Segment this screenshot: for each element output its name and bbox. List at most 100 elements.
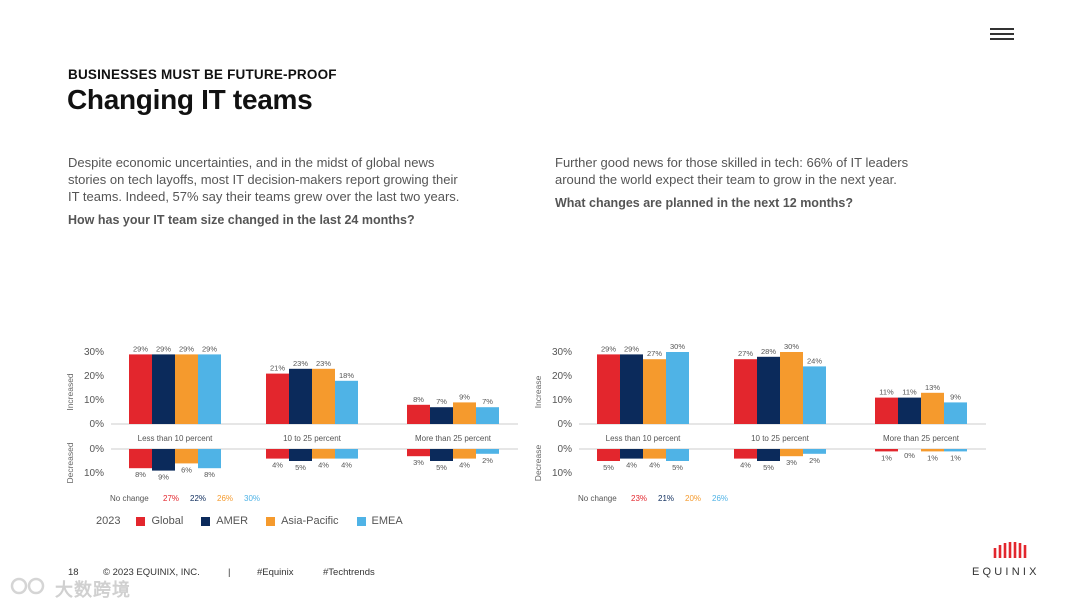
y-tick-down: 10% [84, 468, 104, 479]
y-axis-label-up: Increase [533, 375, 543, 408]
bar-increase-less-than-10-percent-asia-pacific [643, 359, 666, 424]
bar-decrease-10-to-25-percent-asia-pacific [780, 449, 803, 457]
data-label-increase: 7% [436, 397, 447, 406]
bar-decrease-10-to-25-percent-emea [335, 449, 358, 459]
y-axis-label-down: Decrease [533, 445, 543, 482]
data-label-decrease: 1% [950, 453, 961, 462]
bar-increase-more-than-25-percent-amer [898, 397, 921, 424]
bar-increase-10-to-25-percent-emea [803, 366, 826, 424]
data-label-decrease: 4% [272, 461, 283, 470]
bar-increase-more-than-25-percent-emea [944, 402, 967, 424]
data-label-decrease: 3% [413, 458, 424, 467]
bar-decrease-10-to-25-percent-emea [803, 449, 826, 454]
footer-hashtag-equinix[interactable]: #Equinix [257, 567, 294, 578]
data-label-increase: 23% [316, 359, 331, 368]
legend-year: 2023 [96, 515, 121, 527]
data-label-increase: 23% [293, 359, 308, 368]
data-label-increase: 29% [179, 344, 194, 353]
legend-swatch-global [136, 516, 146, 526]
right-body-line-2: around the world expect their team to gr… [555, 172, 897, 187]
bar-increase-10-to-25-percent-global [734, 359, 757, 424]
data-label-increase: 29% [156, 344, 171, 353]
no-change-value: 23% [631, 494, 647, 503]
bar-increase-less-than-10-percent-global [129, 354, 152, 424]
bar-decrease-10-to-25-percent-amer [289, 449, 312, 461]
bar-increase-10-to-25-percent-amer [757, 356, 780, 424]
footer-page-number: 18 [68, 567, 79, 578]
left-body-line-3: IT teams. Indeed, 57% say their teams gr… [68, 189, 460, 204]
y-tick-up: 20% [552, 371, 572, 382]
no-change-label: No change [110, 494, 149, 503]
data-label-increase: 30% [784, 342, 799, 351]
data-label-decrease: 5% [436, 463, 447, 472]
no-change-value: 20% [685, 494, 701, 503]
watermark-logo-icon [10, 577, 45, 595]
y-tick-up: 30% [552, 347, 572, 358]
bar-increase-less-than-10-percent-emea [198, 354, 221, 424]
data-label-increase: 27% [647, 349, 662, 358]
y-tick-up: 0% [90, 419, 105, 430]
menu-icon[interactable] [990, 28, 1014, 42]
bar-increase-less-than-10-percent-amer [152, 354, 175, 424]
right-body-line-1: Further good news for those skilled in t… [555, 155, 909, 170]
y-tick-up: 0% [558, 419, 573, 430]
bar-increase-less-than-10-percent-global [597, 354, 620, 424]
bar-decrease-10-to-25-percent-global [266, 449, 289, 459]
bar-decrease-more-than-25-percent-emea [476, 449, 499, 454]
equinix-logo-text: EQUINIX [972, 566, 1040, 578]
data-label-increase: 29% [601, 344, 616, 353]
data-label-increase: 29% [202, 344, 217, 353]
bar-decrease-less-than-10-percent-asia-pacific [175, 449, 198, 464]
footer-copyright: © 2023 EQUINIX, INC. [103, 567, 200, 578]
data-label-increase: 9% [459, 392, 470, 401]
bar-decrease-10-to-25-percent-global [734, 449, 757, 459]
data-label-decrease: 8% [135, 470, 146, 479]
category-label: Less than 10 percent [138, 434, 213, 443]
no-change-value: 26% [217, 494, 233, 503]
data-label-increase: 18% [339, 371, 354, 380]
data-label-increase: 24% [807, 356, 822, 365]
data-label-increase: 29% [624, 344, 639, 353]
equinix-logo-icon [993, 542, 1027, 558]
category-label: More than 25 percent [415, 434, 492, 443]
bar-increase-more-than-25-percent-asia-pacific [453, 402, 476, 424]
data-label-increase: 21% [270, 364, 285, 373]
data-label-increase: 11% [879, 388, 894, 397]
no-change-value: 21% [658, 494, 674, 503]
data-label-increase: 28% [761, 347, 776, 356]
no-change-value: 26% [712, 494, 728, 503]
data-label-decrease: 4% [318, 461, 329, 470]
y-axis-label-up: Increased [65, 373, 75, 411]
legend-swatch-apac [266, 516, 276, 526]
data-label-decrease: 4% [626, 461, 637, 470]
footer-hashtag-techtrends[interactable]: #Techtrends [323, 567, 375, 578]
data-label-decrease: 9% [158, 473, 169, 482]
y-tick-up: 10% [552, 395, 572, 406]
legend-swatch-emea [356, 516, 366, 526]
bar-decrease-more-than-25-percent-global [407, 449, 430, 457]
left-body-line-2: stories on tech layoffs, most IT decisio… [68, 172, 458, 187]
bar-increase-10-to-25-percent-amer [289, 368, 312, 424]
bar-increase-more-than-25-percent-global [407, 404, 430, 424]
y-axis-label-down: Decreased [65, 442, 75, 483]
data-label-increase: 8% [413, 395, 424, 404]
bar-increase-10-to-25-percent-asia-pacific [780, 352, 803, 424]
right-team-change-chart: 30% 20% 10% 0% 0% 10% Increase Decrease 29% 29% 27… [533, 342, 986, 503]
y-tick-down: 0% [558, 444, 573, 455]
left-question: How has your IT team size changed in the… [68, 213, 415, 227]
bar-increase-more-than-25-percent-asia-pacific [921, 392, 944, 424]
data-label-decrease: 5% [763, 463, 774, 472]
bar-decrease-10-to-25-percent-amer [757, 449, 780, 461]
data-label-decrease: 4% [459, 461, 470, 470]
legend-item-apac: Asia-Pacific [266, 515, 339, 527]
data-label-decrease: 5% [295, 463, 306, 472]
data-label-increase: 27% [738, 349, 753, 358]
right-question: What changes are planned in the next 12 … [555, 196, 853, 210]
no-change-label: No change [578, 494, 617, 503]
bar-decrease-less-than-10-percent-emea [666, 449, 689, 461]
no-change-value: 30% [244, 494, 260, 503]
legend-swatch-amer [201, 516, 211, 526]
bar-increase-10-to-25-percent-asia-pacific [312, 368, 335, 424]
bar-increase-less-than-10-percent-emea [666, 352, 689, 424]
bar-decrease-less-than-10-percent-amer [152, 449, 175, 471]
